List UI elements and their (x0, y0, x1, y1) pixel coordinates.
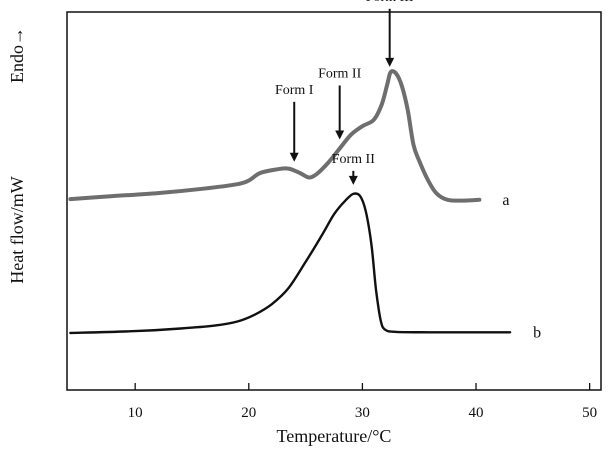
endo-direction-label: Endo→ (7, 27, 27, 83)
series-b-line (69, 192, 512, 335)
y-axis-label: Heat flow/mW (7, 176, 27, 283)
annotation-group: Form I Form II Form III Form II (275, 0, 414, 185)
annotation-label: Form III (366, 0, 414, 5)
curve-label-b: b (533, 324, 541, 341)
x-axis-ticks: 10 20 30 40 50 (128, 383, 597, 421)
plot-frame (66, 11, 602, 391)
x-tick-label: 40 (469, 405, 484, 421)
curve-label-group: ab (502, 192, 541, 341)
x-axis-label: Temperature/°C (277, 426, 392, 446)
annotation-label: Form II (332, 152, 376, 167)
annotation-label: Form II (318, 66, 362, 81)
annotation-arrow-head (385, 57, 395, 67)
x-tick-label: 30 (355, 405, 370, 421)
x-tick-label: 50 (582, 405, 597, 421)
series-group (68, 69, 512, 335)
annotation-label: Form I (275, 83, 314, 98)
x-tick-label: 10 (128, 405, 143, 421)
annotation-arrow-head (348, 175, 358, 185)
series-a-line (68, 69, 482, 203)
annotation-arrow-head (289, 152, 299, 162)
curve-label-a: a (502, 192, 509, 209)
annotation-arrow-head (335, 130, 345, 140)
x-tick-label: 20 (241, 405, 256, 421)
